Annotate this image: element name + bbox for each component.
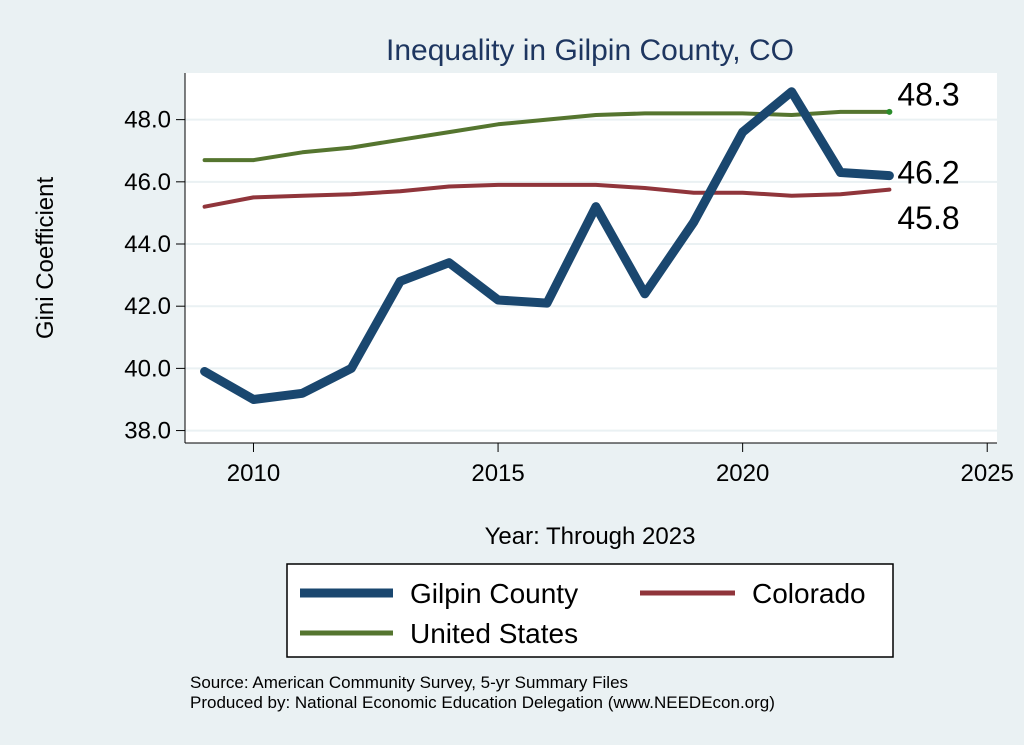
x-axis-title: Year: Through 2023 xyxy=(485,523,696,550)
series-line-colorado xyxy=(202,182,892,209)
y-tick-label: 44.0 xyxy=(124,231,171,258)
y-tick-label: 46.0 xyxy=(124,169,171,196)
x-tick-label: 2010 xyxy=(227,460,280,487)
series-line-united-states xyxy=(202,109,892,163)
x-tick-label: 2015 xyxy=(471,460,524,487)
y-axis-title: Gini Coefficient xyxy=(32,177,59,340)
legend-box xyxy=(286,563,894,658)
x-tick-label: 2025 xyxy=(961,460,1014,487)
chart-title: Inequality in Gilpin County, CO xyxy=(386,34,794,67)
y-tick-label: 42.0 xyxy=(124,293,171,320)
y-tick-label: 48.0 xyxy=(124,107,171,134)
produced-by-line: Produced by: National Economic Education… xyxy=(190,693,775,712)
series-line-gilpin-county xyxy=(200,87,894,404)
end-labels: 46.2 45.8 48.3 xyxy=(897,76,959,236)
y-tick-label: 38.0 xyxy=(124,418,171,445)
end-label-colorado: 45.8 xyxy=(897,200,959,236)
series-group xyxy=(200,87,894,404)
legend-label-gilpin-county: Gilpin County xyxy=(410,578,578,609)
end-label-united-states: 48.3 xyxy=(897,76,959,112)
y-tick-label: 40.0 xyxy=(124,355,171,382)
series-end-marker-united-states xyxy=(886,108,893,115)
source-line: Source: American Community Survey, 5-yr … xyxy=(190,673,628,692)
axes: 38.0 40.0 42.0 44.0 46.0 48.0 2010 2015 2020 2025 xyxy=(124,73,1014,487)
legend-label-colorado: Colorado xyxy=(752,578,866,609)
x-tick-label: 2020 xyxy=(716,460,769,487)
end-label-gilpin-county: 46.2 xyxy=(897,155,959,191)
legend-label-united-states: United States xyxy=(410,618,578,649)
legend: Gilpin County Colorado United States xyxy=(286,563,894,658)
gridlines xyxy=(185,118,997,432)
